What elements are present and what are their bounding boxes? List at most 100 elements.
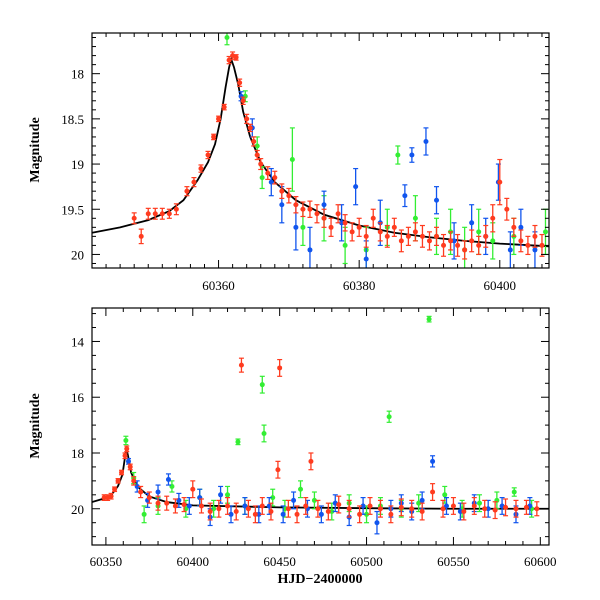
red-data-point bbox=[471, 497, 477, 515]
data-marker bbox=[127, 464, 133, 470]
data-marker bbox=[325, 509, 331, 515]
green-data-point bbox=[476, 494, 482, 513]
red-data-point bbox=[245, 499, 251, 518]
red-data-point bbox=[539, 233, 545, 257]
data-marker bbox=[268, 509, 274, 515]
red-data-point bbox=[124, 445, 130, 453]
red-data-point bbox=[377, 222, 383, 242]
red-data-point bbox=[356, 217, 362, 237]
red-series bbox=[101, 357, 540, 524]
y-tick-label: 18 bbox=[71, 446, 84, 461]
red-data-point bbox=[115, 478, 121, 484]
red-data-point bbox=[409, 499, 415, 518]
y-tick-label: 14 bbox=[71, 334, 85, 349]
green-data-point bbox=[169, 480, 175, 493]
red-data-point bbox=[198, 164, 204, 173]
data-marker bbox=[238, 362, 244, 368]
data-marker bbox=[286, 193, 292, 199]
data-marker bbox=[426, 238, 432, 244]
red-data-point bbox=[131, 212, 137, 225]
data-marker bbox=[426, 316, 432, 322]
red-data-point bbox=[303, 497, 309, 515]
data-marker bbox=[490, 215, 496, 221]
red-data-point bbox=[211, 133, 217, 141]
red-data-point bbox=[308, 452, 314, 471]
red-data-point bbox=[164, 495, 170, 511]
data-marker bbox=[221, 104, 227, 110]
data-marker bbox=[233, 509, 239, 515]
red-data-point bbox=[335, 204, 341, 224]
red-data-point bbox=[321, 208, 327, 228]
data-marker bbox=[511, 224, 517, 230]
blue-data-point bbox=[434, 186, 440, 215]
blue-data-point bbox=[430, 455, 436, 468]
red-data-point bbox=[342, 214, 348, 232]
data-marker bbox=[395, 152, 401, 158]
data-marker bbox=[184, 188, 190, 194]
red-data-point bbox=[155, 495, 161, 511]
data-marker bbox=[412, 215, 418, 221]
red-data-point bbox=[434, 226, 440, 247]
data-marker bbox=[186, 503, 192, 509]
red-data-point bbox=[336, 495, 342, 514]
green-data-point bbox=[386, 410, 392, 423]
red-data-point bbox=[191, 177, 197, 188]
data-marker bbox=[513, 506, 519, 512]
data-marker bbox=[155, 500, 161, 506]
data-marker bbox=[409, 506, 415, 512]
data-marker bbox=[259, 175, 265, 181]
red-data-point bbox=[441, 233, 447, 257]
y-tick-label: 18.5 bbox=[61, 112, 84, 127]
red-data-point bbox=[497, 158, 503, 206]
top-panel-frame bbox=[91, 32, 550, 269]
red-data-point bbox=[238, 357, 244, 373]
red-data-point bbox=[430, 483, 436, 501]
data-marker bbox=[434, 233, 440, 239]
red-data-point bbox=[357, 505, 363, 524]
blue-data-point bbox=[307, 226, 313, 268]
red-data-point bbox=[221, 103, 227, 111]
data-marker bbox=[155, 489, 161, 495]
red-data-point bbox=[534, 501, 540, 517]
blue-data-point bbox=[242, 497, 248, 515]
data-marker bbox=[254, 143, 260, 149]
red-data-point bbox=[398, 498, 404, 517]
data-marker bbox=[261, 430, 267, 436]
data-marker bbox=[328, 224, 334, 230]
red-data-point bbox=[233, 502, 239, 521]
y-tick-label: 16 bbox=[71, 390, 85, 405]
red-data-point bbox=[207, 502, 213, 521]
data-marker bbox=[388, 511, 394, 517]
data-marker bbox=[356, 224, 362, 230]
data-marker bbox=[191, 179, 197, 185]
red-data-point bbox=[122, 452, 128, 460]
data-marker bbox=[349, 229, 355, 235]
data-marker bbox=[384, 233, 390, 239]
red-data-point bbox=[237, 78, 243, 87]
red-data-point bbox=[105, 494, 111, 501]
data-marker bbox=[190, 486, 196, 492]
red-data-point bbox=[112, 486, 118, 493]
bottom-panel: 60350 60400 60450 60500 60550 60600 14 16 18 20 M… bbox=[28, 307, 557, 587]
data-marker bbox=[303, 503, 309, 509]
data-marker bbox=[291, 497, 297, 503]
red-data-point bbox=[307, 200, 313, 218]
data-marker bbox=[166, 211, 172, 217]
data-marker bbox=[441, 242, 447, 248]
data-marker bbox=[532, 247, 538, 253]
red-data-point bbox=[482, 499, 488, 518]
blue-data-point bbox=[423, 127, 429, 156]
data-marker bbox=[461, 509, 467, 515]
data-marker bbox=[497, 179, 503, 185]
data-marker bbox=[122, 453, 128, 459]
data-marker bbox=[335, 211, 341, 217]
model-curve bbox=[92, 448, 549, 510]
data-marker bbox=[440, 506, 446, 512]
red-data-point bbox=[138, 485, 144, 499]
data-marker bbox=[363, 256, 369, 262]
data-marker bbox=[469, 220, 475, 226]
data-marker bbox=[125, 458, 131, 464]
data-marker bbox=[265, 170, 271, 176]
data-marker bbox=[240, 98, 246, 104]
data-marker bbox=[483, 233, 489, 239]
